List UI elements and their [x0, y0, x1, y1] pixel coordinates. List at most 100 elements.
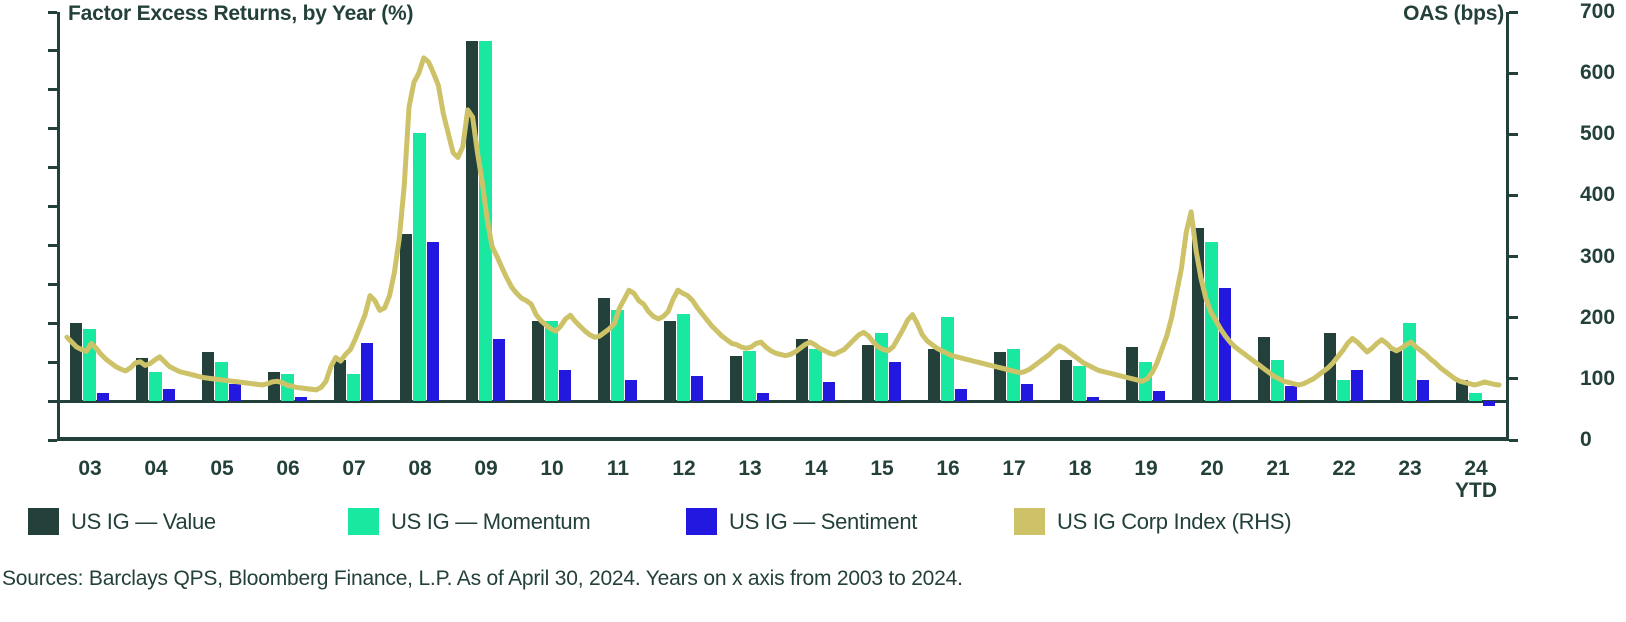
plot-area: 20181614121086420-2700600500400300200100…: [48, 1, 1615, 502]
bottom-axis-spine: [57, 437, 1509, 441]
x-tick-sublabel-ytd: YTD: [1455, 479, 1497, 503]
bar-sentiment-24: [1482, 401, 1495, 406]
bar-momentum-13: [743, 350, 756, 402]
bar-sentiment-18: [1086, 397, 1099, 402]
bar-value-21: [1258, 336, 1271, 402]
bar-value-19: [1126, 346, 1139, 402]
bar-momentum-05: [215, 362, 228, 402]
x-tick-label-23: 23: [1398, 457, 1422, 480]
bar-value-11: [598, 297, 611, 402]
x-tick-label-10: 10: [540, 457, 564, 480]
x-tick-label-03: 03: [78, 457, 102, 480]
bar-value-17: [994, 352, 1007, 402]
left-tick-6: [48, 282, 57, 286]
x-tick-label-20: 20: [1200, 457, 1224, 480]
right-tick-500: [1509, 132, 1518, 136]
right-tick-300: [1509, 255, 1518, 259]
bar-sentiment-11: [624, 379, 637, 402]
x-tick-label-15: 15: [870, 457, 894, 480]
left-tick-10: [48, 205, 57, 209]
right-tick-label-100: 100: [1580, 366, 1616, 390]
bar-value-16: [928, 348, 941, 402]
x-tick-label-05: 05: [210, 457, 234, 480]
right-tick-label-300: 300: [1580, 244, 1616, 268]
x-tick-label-12: 12: [672, 457, 696, 480]
x-tick-label-08: 08: [408, 457, 432, 480]
bar-sentiment-19: [1152, 391, 1165, 402]
bar-value-18: [1060, 360, 1073, 402]
legend-item-3[interactable]: US IG Corp Index (RHS): [1014, 508, 1292, 535]
legend-label-3: US IG Corp Index (RHS): [1057, 508, 1292, 534]
bar-value-12: [664, 321, 677, 402]
legend-swatch-icon-2: [686, 508, 717, 535]
left-tick-8: [48, 243, 57, 247]
right-tick-label-0: 0: [1580, 428, 1592, 451]
left-axis-spine: [57, 12, 60, 440]
right-tick-label-400: 400: [1580, 183, 1616, 207]
zero-line: [57, 399, 1509, 403]
x-tick-label-22: 22: [1332, 457, 1356, 480]
x-tick-label-14: 14: [804, 457, 828, 480]
bar-value-22: [1324, 333, 1337, 402]
bar-value-10: [532, 321, 545, 402]
bar-value-05: [202, 352, 215, 402]
left-axis-title: Factor Excess Returns, by Year (%): [68, 2, 414, 25]
bar-momentum-20: [1205, 241, 1218, 402]
bar-sentiment-08: [426, 241, 439, 402]
bar-momentum-24: [1469, 393, 1482, 402]
x-tick-label-11: 11: [606, 457, 630, 480]
legend-item-2[interactable]: US IG — Sentiment: [686, 508, 917, 535]
bar-value-14: [796, 338, 809, 402]
legend-item-1[interactable]: US IG — Momentum: [348, 508, 591, 535]
left-tick-16: [48, 88, 57, 92]
chart-legend: US IG — Value US IG — Momentum US IG — Sen…: [10, 508, 1610, 542]
right-tick-700: [1509, 10, 1518, 14]
left-tick-0: [48, 399, 57, 403]
bar-sentiment-23: [1416, 379, 1429, 402]
legend-label-0: US IG — Value: [71, 508, 216, 534]
x-tick-label-16: 16: [936, 457, 960, 480]
bar-value-24: [1456, 379, 1469, 402]
bar-sentiment-04: [162, 389, 175, 402]
x-tick-label-13: 13: [738, 457, 762, 480]
bar-momentum-14: [809, 348, 822, 402]
right-tick-400: [1509, 193, 1518, 197]
x-tick-label-09: 09: [474, 457, 498, 480]
plot-inner: [57, 12, 1509, 440]
x-tick-label-07: 07: [342, 457, 366, 480]
bar-value-23: [1390, 350, 1403, 402]
bar-value-13: [730, 356, 743, 402]
legend-label-2: US IG — Sentiment: [729, 508, 918, 534]
bar-sentiment-12: [690, 375, 703, 402]
left-tick--2: [48, 438, 57, 442]
right-tick-label-600: 600: [1580, 61, 1616, 85]
bar-momentum-08: [413, 132, 426, 402]
legend-swatch-icon-3: [1014, 508, 1045, 535]
x-tick-label-19: 19: [1134, 457, 1158, 480]
bar-momentum-18: [1073, 366, 1086, 402]
bar-sentiment-09: [492, 338, 505, 402]
bar-value-20: [1192, 227, 1205, 402]
bar-momentum-19: [1139, 362, 1152, 402]
left-tick-12: [48, 166, 57, 170]
bar-momentum-11: [611, 309, 624, 402]
bar-sentiment-06: [294, 397, 307, 402]
bar-value-08: [400, 233, 413, 402]
bar-momentum-17: [1007, 348, 1020, 402]
right-axis-spine: [1506, 12, 1509, 440]
bar-momentum-06: [281, 373, 294, 402]
right-tick-label-200: 200: [1580, 305, 1616, 329]
right-tick-200: [1509, 316, 1518, 320]
bar-momentum-12: [677, 313, 690, 402]
right-tick-label-500: 500: [1580, 122, 1616, 146]
bar-sentiment-07: [360, 342, 373, 402]
bar-momentum-15: [875, 333, 888, 402]
right-tick-label-700: 700: [1580, 0, 1616, 23]
bar-momentum-23: [1403, 323, 1416, 402]
bar-momentum-10: [545, 321, 558, 402]
left-tick-20: [48, 10, 57, 14]
bar-momentum-22: [1337, 379, 1350, 402]
legend-item-0[interactable]: US IG — Value: [28, 508, 216, 535]
bar-sentiment-22: [1350, 369, 1363, 402]
x-tick-label-06: 06: [276, 457, 300, 480]
